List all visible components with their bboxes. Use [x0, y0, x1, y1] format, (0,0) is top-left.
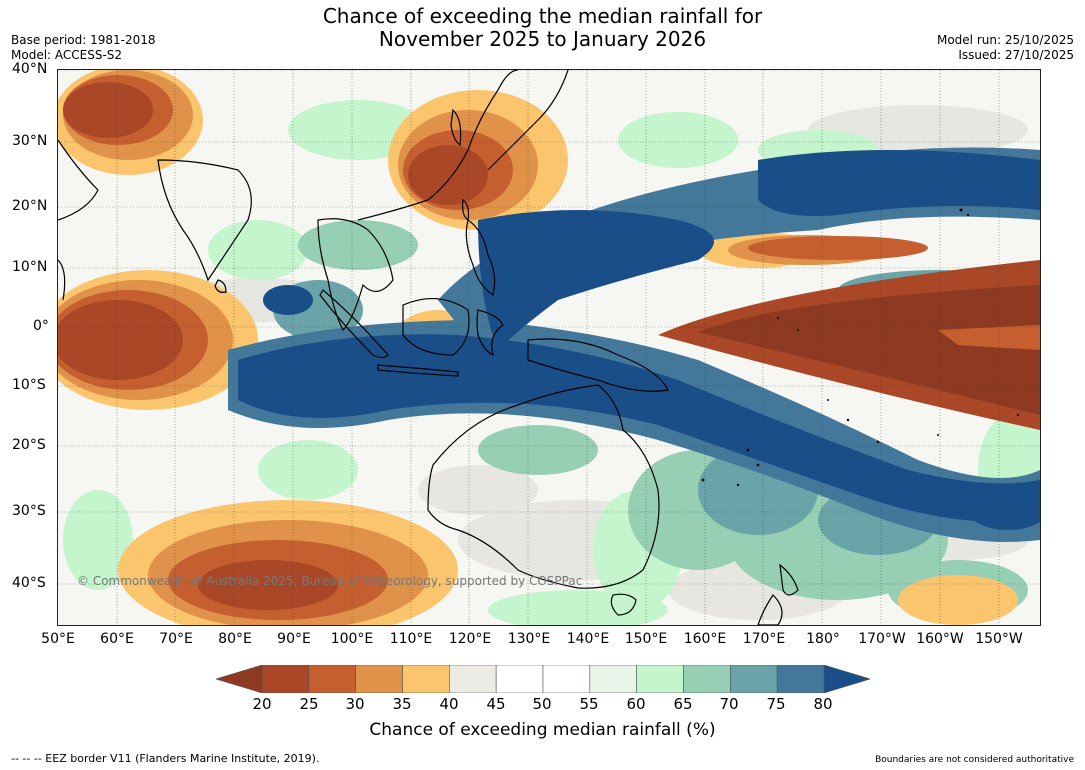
wet-regions-dark: [238, 150, 1040, 530]
cbar-tick-60: 60: [626, 695, 646, 713]
lat-label-30n: 30°N: [12, 133, 48, 149]
lon-label-80e: 80°E: [218, 631, 252, 647]
australia-coastline: [427, 384, 660, 589]
lon-label-50e: 50°E: [41, 631, 75, 647]
lon-label-90e: 90°E: [277, 631, 311, 647]
lon-label-160e: 160°E: [683, 631, 727, 647]
cbar-tick-45: 45: [486, 695, 506, 713]
central-pacific-dry-band: [658, 260, 1040, 430]
cbar-tick-40: 40: [439, 695, 459, 713]
colorbar-segment-60-65: [636, 665, 684, 693]
colorbar-segment-45-50: [495, 665, 544, 693]
gridlines: [58, 70, 1040, 625]
korea-coastline: [450, 108, 462, 147]
china-coastline: [357, 70, 519, 221]
colorbar-segment-55-60: [589, 665, 637, 693]
colorbar-segment-65-70: [683, 665, 731, 693]
lat-label-20s: 20°S: [12, 437, 46, 453]
cbar-tick-30: 30: [345, 695, 365, 713]
sri-lanka-coastline: [214, 279, 227, 293]
lat-label-10n: 10°N: [12, 259, 48, 275]
tasmania-coastline: [610, 593, 637, 616]
colorbar-segment-35-40: [402, 665, 450, 693]
cbar-tick-20: 20: [252, 695, 272, 713]
new-zealand-coastline: [757, 563, 799, 625]
java-coastline: [377, 364, 459, 377]
colorbar-segment-40-45: [449, 665, 497, 693]
lat-label-equator: 0°: [33, 318, 49, 334]
colorbar-segment-75-80: [776, 665, 825, 693]
arabia-coastline: [58, 139, 99, 221]
cbar-tick-65: 65: [673, 695, 693, 713]
lon-label-150e: 150°E: [624, 631, 668, 647]
philippines-coastline: [465, 219, 496, 296]
lon-label-100e: 100°E: [330, 631, 374, 647]
lat-label-40s: 40°S: [12, 575, 46, 591]
map-title-line-1: Chance of exceeding the median rainfall …: [322, 4, 763, 28]
colorbar-segment-70-75: [730, 665, 778, 693]
base-period-text: Base period: 1981-2018: [11, 33, 156, 47]
lat-label-20n: 20°N: [12, 198, 48, 214]
lon-label-140e: 140°E: [566, 631, 610, 647]
lon-label-110e: 110°E: [389, 631, 433, 647]
copyright-notice: © Commonwealth of Australia 2025, Bureau…: [77, 574, 583, 588]
pacific-islands: [701, 208, 1019, 487]
colorbar-label: Chance of exceeding median rainfall (%): [369, 720, 716, 740]
japan-coastline: [487, 70, 569, 171]
taiwan-coastline: [461, 198, 470, 222]
lon-label-60e: 60°E: [100, 631, 134, 647]
colorbar-segment-30-35: [355, 665, 403, 693]
lon-label-130e: 130°E: [507, 631, 551, 647]
coastlines: [58, 70, 799, 625]
cbar-tick-25: 25: [299, 695, 319, 713]
cbar-tick-50: 50: [532, 695, 552, 713]
cbar-tick-35: 35: [392, 695, 412, 713]
dry-regions-dark-brown: [58, 82, 488, 610]
lon-label-170e: 170°E: [742, 631, 786, 647]
colorbar-segment-25-30: [308, 665, 356, 693]
indochina-coastline: [317, 218, 394, 332]
new-guinea-coastline: [527, 338, 669, 392]
issued-text: Issued: 27/10/2025: [958, 48, 1074, 62]
lat-label-40n: 40°N: [12, 61, 48, 77]
lon-label-170w: 170°W: [858, 631, 906, 647]
cbar-tick-55: 55: [579, 695, 599, 713]
sulawesi-coastline: [476, 309, 504, 357]
cbar-tick-80: 80: [813, 695, 833, 713]
sumatra-coastline: [319, 289, 389, 359]
rainfall-map: [57, 69, 1041, 626]
model-run-text: Model run: 25/10/2025: [936, 33, 1074, 47]
africa-coastline: [58, 259, 66, 301]
colorbar-over-triangle: [823, 665, 870, 693]
eez-border-note: -- -- -- EEZ border V11 (Flanders Marine…: [11, 752, 320, 765]
colorbar: [216, 665, 870, 693]
cbar-tick-70: 70: [719, 695, 739, 713]
lon-label-120e: 120°E: [448, 631, 492, 647]
lat-label-30s: 30°S: [12, 503, 46, 519]
model-text: Model: ACCESS-S2: [11, 48, 123, 62]
colorbar-under-triangle: [216, 665, 263, 693]
colorbar-segment-20-25: [261, 665, 310, 693]
boundaries-disclaimer: Boundaries are not considered authoritat…: [875, 755, 1074, 765]
lon-label-160w: 160°W: [916, 631, 964, 647]
cbar-tick-75: 75: [766, 695, 786, 713]
lat-label-10s: 10°S: [12, 377, 46, 393]
borneo-coastline: [402, 297, 470, 356]
lon-label-180: 180°: [806, 631, 840, 647]
map-title-line-2: November 2025 to January 2026: [378, 27, 707, 51]
lon-label-150w: 150°W: [975, 631, 1023, 647]
lon-label-70e: 70°E: [159, 631, 193, 647]
india-coastline: [157, 159, 252, 282]
colorbar-segment-50-55: [542, 665, 591, 693]
